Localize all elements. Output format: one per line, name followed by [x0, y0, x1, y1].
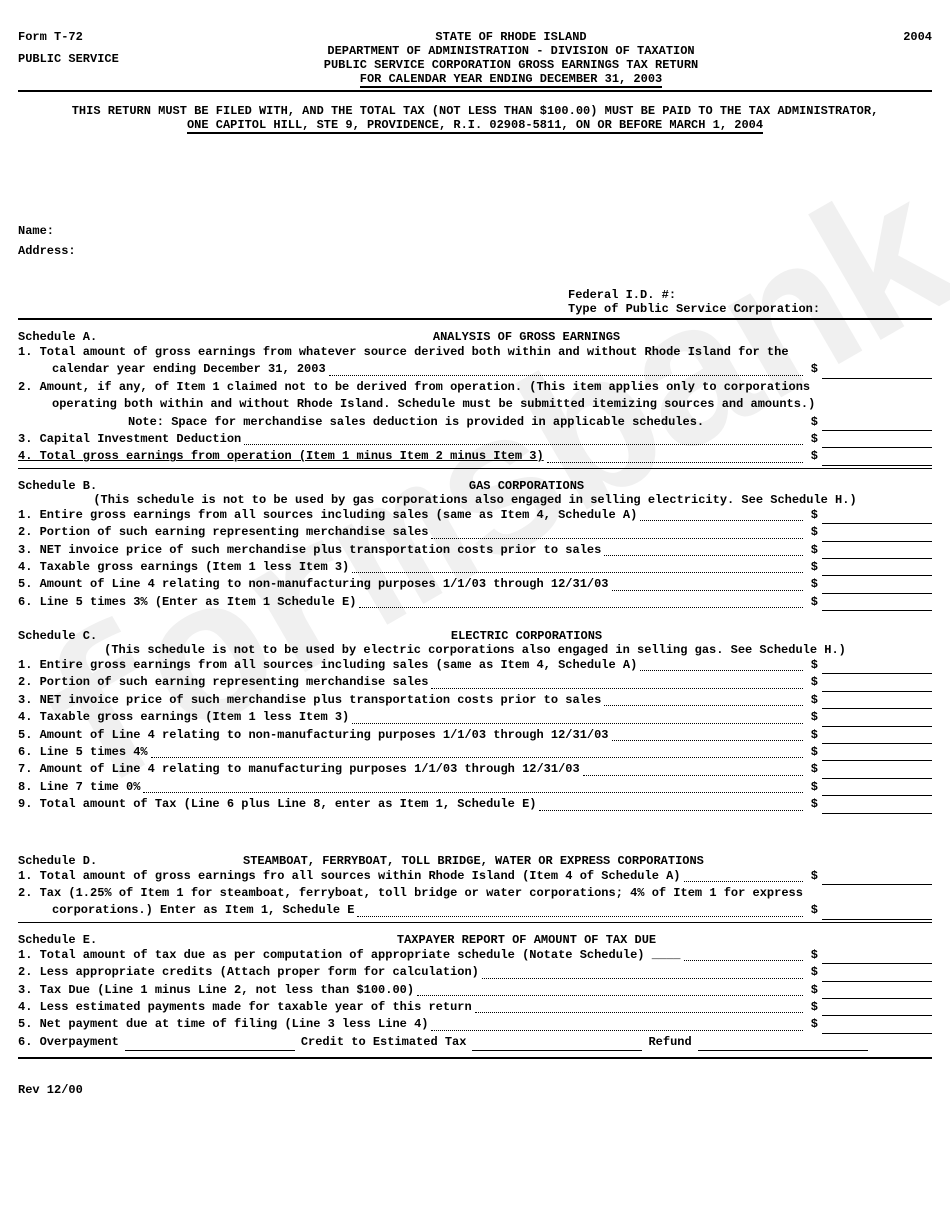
credit-blank[interactable] [472, 1038, 642, 1051]
a-item-4: 4. Total gross earnings from operation (… [18, 448, 544, 465]
a-amount-3[interactable] [822, 435, 932, 448]
a-item-2b: operating both within and without Rhode … [52, 396, 815, 413]
header-row: Form T-72 PUBLIC SERVICE STATE OF RHODE … [18, 30, 932, 88]
c-amount-5[interactable] [822, 731, 932, 744]
a-item-2: 2. Amount, if any, of Item 1 claimed not… [18, 379, 810, 396]
c-line-4: 4. Taxable gross earnings (Item 1 less I… [18, 709, 349, 726]
e-amount-5[interactable] [822, 1021, 932, 1034]
c-line-3: 3. NET invoice price of such merchandise… [18, 692, 601, 709]
b-line-5: 5. Amount of Line 4 relating to non-manu… [18, 576, 609, 593]
c-amount-4[interactable] [822, 714, 932, 727]
e-amount-3[interactable] [822, 986, 932, 999]
b-amount-4[interactable] [822, 563, 932, 576]
form-page: formsbank.com Form T-72 PUBLIC SERVICE S… [0, 0, 950, 1226]
c-amount-9[interactable] [822, 801, 932, 814]
e-amount-4[interactable] [822, 1003, 932, 1016]
dept-title: DEPARTMENT OF ADMINISTRATION - DIVISION … [119, 44, 903, 58]
c-line-7: 7. Amount of Line 4 relating to manufact… [18, 761, 580, 778]
schedule-a-title: ANALYSIS OF GROSS EARNINGS [243, 330, 810, 344]
schedule-b-note: (This schedule is not to be used by gas … [18, 493, 932, 507]
a-amount-4[interactable] [822, 453, 932, 466]
overpayment-blank[interactable] [125, 1038, 295, 1051]
schedule-b-title: GAS CORPORATIONS [243, 479, 810, 493]
b-amount-1[interactable] [822, 511, 932, 524]
schedule-e-title: TAXPAYER REPORT OF AMOUNT OF TAX DUE [243, 933, 810, 947]
e-line-5: 5. Net payment due at time of filing (Li… [18, 1016, 428, 1033]
b-line-4: 4. Taxable gross earnings (Item 1 less I… [18, 559, 349, 576]
c-line-6: 6. Line 5 times 4% [18, 744, 148, 761]
d-line-2: 2. Tax (1.25% of Item 1 for steamboat, f… [18, 885, 803, 902]
state-title: STATE OF RHODE ISLAND [119, 30, 903, 44]
schedule-c-name: Schedule C. [18, 629, 243, 643]
b-line-2: 2. Portion of such earning representing … [18, 524, 428, 541]
a-item-2c: Note: Space for merchandise sales deduct… [128, 414, 704, 431]
e-line-3: 3. Tax Due (Line 1 minus Line 2, not les… [18, 982, 414, 999]
filing-note-1: THIS RETURN MUST BE FILED WITH, AND THE … [18, 104, 932, 118]
return-title: PUBLIC SERVICE CORPORATION GROSS EARNING… [119, 58, 903, 72]
d-line-1: 1. Total amount of gross earnings fro al… [18, 868, 681, 885]
a-item-3: 3. Capital Investment Deduction [18, 431, 241, 448]
e-line-6a: 6. Overpayment [18, 1034, 119, 1051]
a-item-1b: calendar year ending December 31, 2003 [52, 361, 326, 378]
name-label: Name: [18, 224, 932, 238]
address-label: Address: [18, 244, 932, 258]
revision: Rev 12/00 [18, 1083, 932, 1097]
c-line-8: 8. Line 7 time 0% [18, 779, 140, 796]
year: 2004 [903, 30, 932, 88]
schedule-d-name: Schedule D. [18, 854, 243, 868]
c-amount-2[interactable] [822, 679, 932, 692]
b-line-1: 1. Entire gross earnings from all source… [18, 507, 637, 524]
e-line-6c: Refund [648, 1034, 691, 1051]
c-line-9: 9. Total amount of Tax (Line 6 plus Line… [18, 796, 536, 813]
schedule-c-title: ELECTRIC CORPORATIONS [243, 629, 810, 643]
federal-id-label: Federal I.D. #: [568, 288, 932, 302]
filing-note-2: ONE CAPITOL HILL, STE 9, PROVIDENCE, R.I… [187, 118, 763, 134]
public-service-label: PUBLIC SERVICE [18, 52, 119, 66]
schedule-c-note: (This schedule is not to be used by elec… [18, 643, 932, 657]
b-line-3: 3. NET invoice price of such merchandise… [18, 542, 601, 559]
e-line-4: 4. Less estimated payments made for taxa… [18, 999, 472, 1016]
a-item-1: 1. Total amount of gross earnings from w… [18, 344, 789, 361]
schedule-d-title: STEAMBOAT, FERRYBOAT, TOLL BRIDGE, WATER… [243, 854, 810, 868]
b-amount-2[interactable] [822, 529, 932, 542]
c-line-1: 1. Entire gross earnings from all source… [18, 657, 637, 674]
a-amount-1[interactable] [822, 366, 932, 379]
d-amount-2[interactable] [822, 907, 932, 920]
schedule-a-name: Schedule A. [18, 330, 243, 344]
c-line-2: 2. Portion of such earning representing … [18, 674, 428, 691]
c-amount-1[interactable] [822, 661, 932, 674]
c-amount-3[interactable] [822, 696, 932, 709]
form-number: Form T-72 [18, 30, 119, 44]
c-amount-6[interactable] [822, 748, 932, 761]
d-line-2b: corporations.) Enter as Item 1, Schedule… [52, 902, 354, 919]
c-amount-8[interactable] [822, 783, 932, 796]
e-amount-1[interactable] [822, 951, 932, 964]
schedule-b-name: Schedule B. [18, 479, 243, 493]
c-amount-7[interactable] [822, 766, 932, 779]
e-amount-2[interactable] [822, 969, 932, 982]
e-line-6b: Credit to Estimated Tax [301, 1034, 467, 1051]
e-line-2: 2. Less appropriate credits (Attach prop… [18, 964, 479, 981]
e-line-1: 1. Total amount of tax due as per comput… [18, 947, 681, 964]
c-line-5: 5. Amount of Line 4 relating to non-manu… [18, 727, 609, 744]
b-amount-5[interactable] [822, 581, 932, 594]
refund-blank[interactable] [698, 1038, 868, 1051]
corp-type-label: Type of Public Service Corporation: [568, 302, 932, 316]
period-title: FOR CALENDAR YEAR ENDING DECEMBER 31, 20… [360, 72, 662, 88]
b-line-6: 6. Line 5 times 3% (Enter as Item 1 Sche… [18, 594, 356, 611]
d-amount-1[interactable] [822, 872, 932, 885]
b-amount-3[interactable] [822, 546, 932, 559]
schedule-e-name: Schedule E. [18, 933, 243, 947]
b-amount-6[interactable] [822, 598, 932, 611]
a-amount-2[interactable] [822, 418, 932, 431]
